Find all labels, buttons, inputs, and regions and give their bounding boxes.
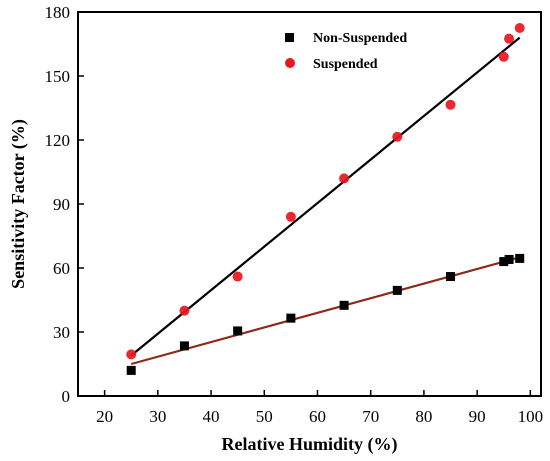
point-suspended (504, 33, 515, 44)
fit-lines (130, 36, 521, 366)
point-suspended (285, 211, 296, 222)
point-suspended (392, 131, 403, 142)
point-non-suspended (515, 253, 525, 263)
y-axis-ticks: 0 30 60 90 120 150 180 (45, 3, 84, 406)
point-non-suspended (499, 257, 509, 267)
point-non-suspended (126, 365, 136, 375)
point-non-suspended (179, 341, 189, 351)
legend-label-suspended: Suspended (313, 57, 378, 72)
point-non-suspended (339, 300, 349, 310)
fit-line-1 (130, 36, 521, 357)
plot-frame (77, 11, 542, 397)
legend: Non-Suspended Suspended (285, 31, 407, 72)
y-tick-label: 120 (45, 131, 71, 150)
point-suspended (179, 305, 190, 316)
x-tick-label: 70 (362, 407, 379, 426)
x-tick-label: 60 (309, 407, 326, 426)
fit-line-0 (130, 256, 521, 366)
point-suspended (445, 99, 456, 110)
legend-marker-non-suspended (285, 33, 294, 42)
y-tick-label: 180 (45, 3, 71, 22)
point-suspended (126, 349, 137, 360)
y-tick-label: 0 (62, 387, 71, 406)
x-tick-label: 20 (96, 407, 113, 426)
x-tick-label: 50 (256, 407, 273, 426)
point-non-suspended (286, 313, 296, 323)
point-non-suspended (233, 326, 243, 336)
point-non-suspended (446, 272, 456, 282)
point-suspended (232, 271, 243, 282)
point-suspended (514, 23, 525, 33)
legend-label-non-suspended: Non-Suspended (313, 31, 407, 46)
x-tick-label: 80 (415, 407, 432, 426)
legend-marker-suspended (285, 58, 295, 68)
point-non-suspended (392, 285, 402, 295)
y-tick-label: 60 (53, 259, 70, 278)
data-points (126, 23, 525, 375)
point-suspended (339, 173, 350, 184)
x-tick-label: 30 (149, 407, 166, 426)
y-axis-label: Sensitivity Factor (%) (8, 119, 29, 289)
x-tick-label: 100 (518, 407, 544, 426)
y-tick-label: 30 (53, 323, 70, 342)
x-axis-ticks: 20 30 40 50 60 70 80 90 100 (96, 390, 543, 426)
y-tick-label: 90 (53, 195, 70, 214)
x-axis-label: Relative Humidity (%) (222, 434, 398, 455)
point-non-suspended (504, 254, 514, 264)
x-tick-label: 90 (469, 407, 486, 426)
y-tick-label: 150 (45, 67, 71, 86)
x-tick-label: 40 (203, 407, 220, 426)
point-suspended (498, 51, 509, 62)
